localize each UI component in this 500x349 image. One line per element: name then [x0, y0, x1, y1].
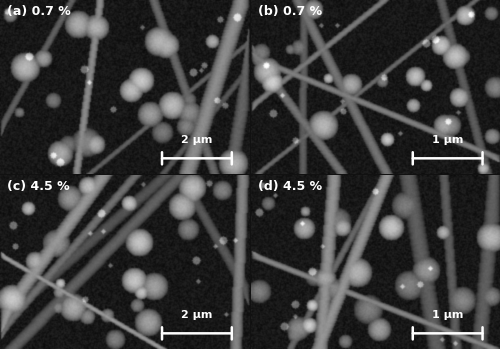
- Text: 2 μm: 2 μm: [181, 135, 212, 145]
- Text: (d) 4.5 %: (d) 4.5 %: [258, 180, 322, 193]
- Text: (a) 0.7 %: (a) 0.7 %: [8, 5, 71, 18]
- Text: 1 μm: 1 μm: [432, 310, 464, 320]
- Text: 2 μm: 2 μm: [181, 310, 212, 320]
- Text: (c) 4.5 %: (c) 4.5 %: [8, 180, 70, 193]
- Text: (b) 0.7 %: (b) 0.7 %: [258, 5, 322, 18]
- Text: 1 μm: 1 μm: [432, 135, 464, 145]
